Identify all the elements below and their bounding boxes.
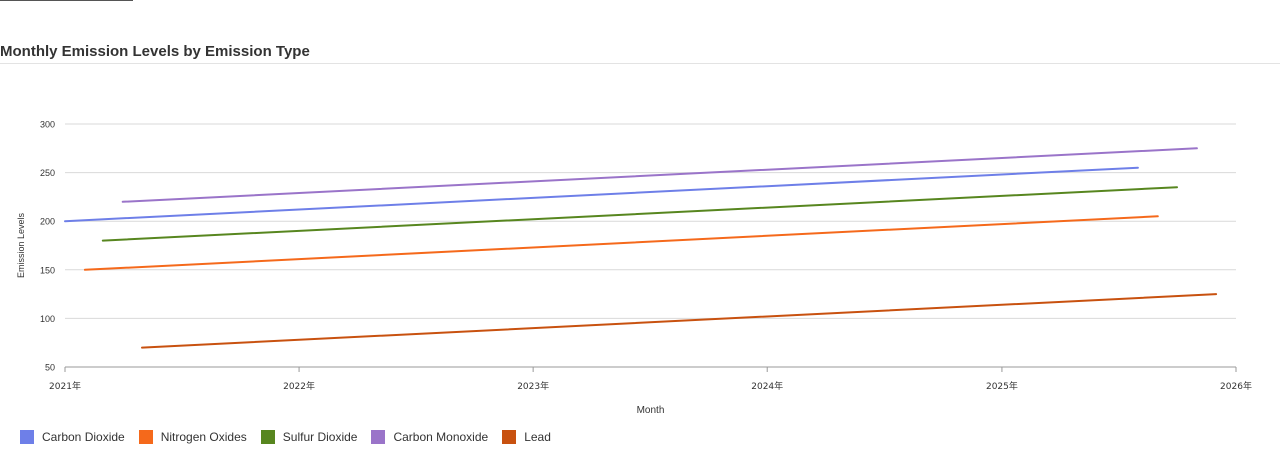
legend-item[interactable]: Lead xyxy=(502,430,551,444)
series-line-carbon-dioxide xyxy=(64,166,1139,223)
legend-item[interactable]: Sulfur Dioxide xyxy=(260,430,358,444)
x-tick-label: 2021年 xyxy=(49,380,81,392)
x-tick-label: 2024年 xyxy=(751,380,783,392)
legend-label: Carbon Dioxide xyxy=(42,430,125,444)
legend-label: Sulfur Dioxide xyxy=(282,430,358,444)
legend-item[interactable]: Carbon Dioxide xyxy=(20,430,125,444)
panel-title: Monthly Emission Levels by Emission Type xyxy=(0,43,310,60)
x-tick-label: 2023年 xyxy=(517,380,549,392)
legend-label: Nitrogen Oxides xyxy=(160,430,247,444)
y-axis-title: Emission Levels xyxy=(16,212,26,278)
legend-swatch xyxy=(371,430,386,444)
x-axis-title: Month xyxy=(637,405,665,416)
legend-swatch xyxy=(502,430,517,444)
series-line-nitrogen-oxides xyxy=(83,215,1159,271)
chart-legend: Carbon Dioxide Nitrogen Oxides Sulfur Diox… xyxy=(20,430,565,444)
legend-label: Lead xyxy=(524,430,551,444)
legend-swatch xyxy=(20,430,34,444)
legend-swatch xyxy=(260,430,275,444)
series-line-sulfur-dioxide xyxy=(101,186,1178,242)
y-tick-label: 250 xyxy=(40,168,55,178)
x-tick-label: 2022年 xyxy=(283,380,315,392)
series-line-carbon-monoxide xyxy=(121,147,1198,203)
line-chart: 50 100 150 200 250 300 2021年 2022年 2023年 2024年 202… xyxy=(16,120,1252,417)
title-divider xyxy=(0,63,1280,64)
y-tick-label: 50 xyxy=(45,363,55,373)
legend-item[interactable]: Carbon Monoxide xyxy=(371,430,488,444)
tab-underline xyxy=(0,0,133,1)
legend-label: Carbon Monoxide xyxy=(393,430,489,444)
legend-item[interactable]: Nitrogen Oxides xyxy=(138,430,247,444)
y-tick-label: 150 xyxy=(40,265,55,275)
x-tick-label: 2026年 xyxy=(1220,380,1252,392)
legend-swatch xyxy=(138,430,153,444)
y-tick-label: 100 xyxy=(40,314,55,324)
y-tick-label: 200 xyxy=(40,217,55,227)
series-line-lead xyxy=(141,293,1218,349)
y-tick-label: 300 xyxy=(40,120,55,130)
x-tick-label: 2025年 xyxy=(986,380,1018,392)
